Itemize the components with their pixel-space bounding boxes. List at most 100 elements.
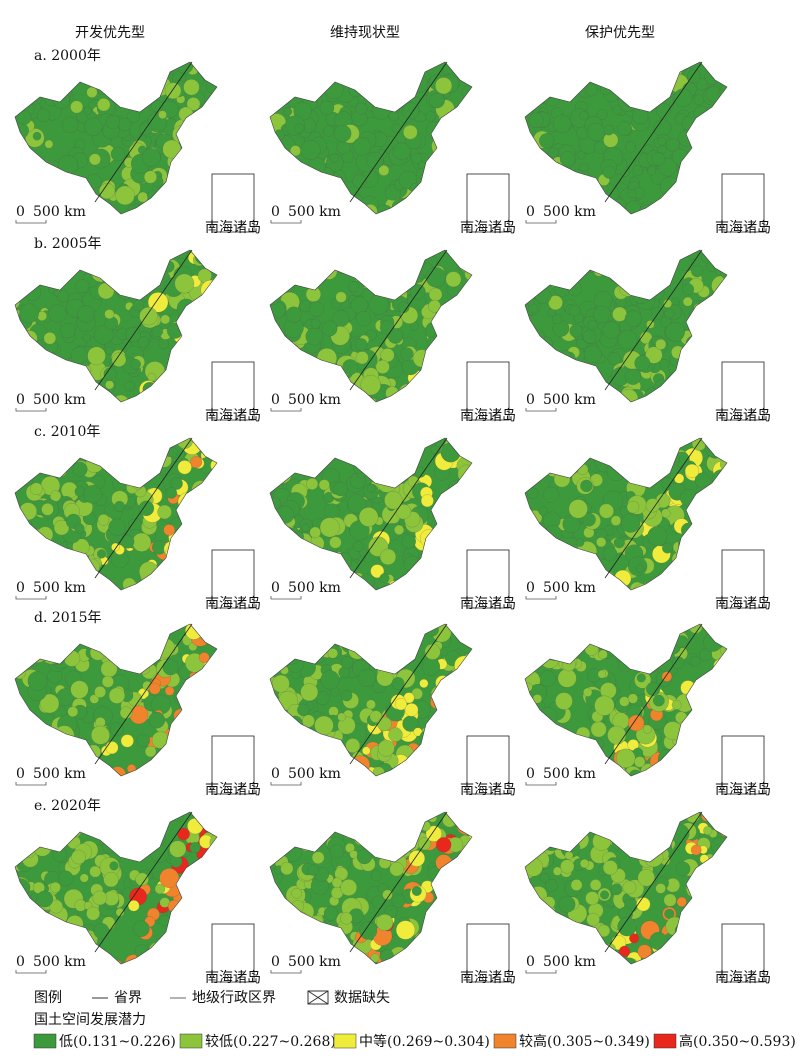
region (340, 879, 357, 896)
hu-line (94, 437, 193, 579)
region (75, 279, 90, 294)
region (200, 699, 217, 720)
region (645, 438, 657, 445)
region (640, 633, 653, 646)
region (32, 909, 42, 919)
region (542, 734, 561, 752)
region (638, 254, 650, 266)
region (159, 819, 168, 828)
region (562, 657, 576, 672)
region (54, 368, 63, 377)
region (155, 585, 167, 590)
region (24, 186, 37, 199)
region (703, 673, 721, 691)
region (594, 438, 604, 443)
region (282, 913, 303, 934)
region (213, 444, 217, 456)
region (456, 908, 469, 921)
region (276, 152, 285, 161)
region (279, 462, 288, 472)
region (695, 566, 710, 580)
region (525, 624, 539, 637)
region (180, 901, 194, 915)
region (189, 700, 210, 720)
region (365, 256, 381, 272)
region (389, 631, 403, 645)
region (466, 438, 472, 448)
region (602, 860, 618, 875)
region (533, 446, 549, 462)
region (419, 679, 429, 688)
region (565, 460, 580, 475)
region (646, 682, 661, 696)
region (297, 703, 310, 717)
region (270, 363, 273, 378)
region (436, 194, 456, 214)
region (643, 821, 654, 831)
region (270, 718, 279, 727)
region (400, 347, 414, 361)
region (209, 818, 217, 834)
region (342, 359, 359, 375)
region (126, 275, 139, 288)
region (668, 187, 682, 201)
region (714, 113, 727, 130)
region (542, 896, 556, 909)
scale-label: 500 km (543, 580, 596, 596)
region (52, 371, 67, 386)
region (270, 831, 274, 847)
region (637, 869, 655, 887)
region (453, 62, 466, 71)
region (638, 477, 648, 486)
region (692, 390, 709, 402)
region (172, 925, 190, 943)
region (385, 386, 399, 400)
region (403, 124, 418, 140)
region (448, 704, 468, 724)
region (26, 544, 38, 556)
region (175, 555, 196, 575)
region (546, 62, 567, 77)
scale-bar (270, 970, 302, 974)
region (662, 393, 671, 402)
region (52, 91, 70, 109)
region (189, 724, 203, 738)
region (282, 343, 301, 362)
region (198, 695, 210, 707)
region (27, 88, 44, 105)
region (55, 81, 68, 94)
region (621, 957, 638, 964)
region (172, 734, 191, 752)
region (649, 932, 668, 951)
region (340, 656, 354, 669)
region (585, 83, 598, 97)
region (709, 944, 722, 957)
region (162, 558, 172, 568)
region (348, 438, 366, 452)
region (694, 472, 711, 489)
region (716, 684, 727, 697)
region (359, 624, 371, 630)
region (553, 470, 571, 488)
row-label: d. 2015年 (34, 610, 102, 626)
region (383, 62, 400, 76)
inset-box (466, 361, 510, 421)
region (716, 257, 726, 268)
region (439, 136, 456, 152)
region (658, 250, 672, 261)
region (189, 142, 203, 156)
region (711, 836, 727, 856)
region (581, 934, 598, 952)
region (401, 534, 416, 549)
region (625, 368, 641, 385)
region (177, 356, 189, 368)
region (537, 80, 549, 92)
region (135, 872, 149, 886)
region (101, 675, 114, 688)
region (115, 185, 135, 206)
region (683, 197, 695, 209)
region (720, 478, 727, 495)
region (388, 273, 400, 285)
region (89, 865, 101, 878)
region (525, 141, 537, 159)
